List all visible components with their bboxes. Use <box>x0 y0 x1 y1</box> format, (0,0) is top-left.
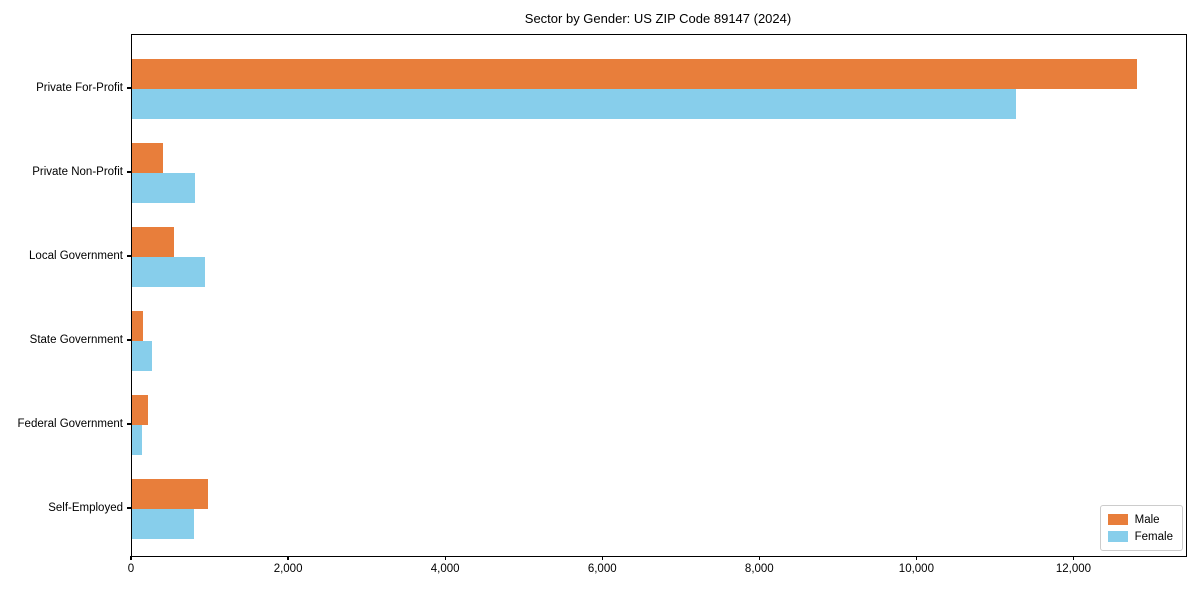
y-tick-label-5: Self-Employed <box>48 502 123 514</box>
x-tick-label-1: 2,000 <box>273 563 303 575</box>
x-tick-label-3: 6,000 <box>587 563 617 575</box>
legend-label-male: Male <box>1134 513 1160 526</box>
x-tick-4 <box>758 556 760 561</box>
y-tick-label-2: Local Government <box>29 250 123 262</box>
x-tick-0 <box>130 556 132 561</box>
legend: Male Female <box>1099 505 1183 551</box>
x-tick-label-0: 0 <box>127 563 135 575</box>
bar-male-2 <box>132 227 174 257</box>
y-tick-label-4: Federal Government <box>17 418 123 430</box>
y-tick-3 <box>127 339 131 341</box>
y-tick-4 <box>127 423 131 425</box>
x-tick-label-4: 8,000 <box>744 563 774 575</box>
bar-female-1 <box>132 173 195 203</box>
x-tick-label-5: 10,000 <box>898 563 934 575</box>
legend-item-male: Male <box>1107 511 1173 528</box>
legend-item-female: Female <box>1107 528 1173 545</box>
bar-male-0 <box>132 59 1137 89</box>
x-tick-2 <box>444 556 446 561</box>
bar-male-5 <box>132 479 208 509</box>
x-tick-5 <box>915 556 918 561</box>
y-tick-label-3: State Government <box>29 334 123 346</box>
bar-female-2 <box>132 257 205 287</box>
x-tick-1 <box>287 556 289 561</box>
female-swatch-icon <box>1107 531 1128 542</box>
x-tick-label-2: 4,000 <box>430 563 460 575</box>
x-tick-6 <box>1072 556 1075 561</box>
legend-label-female: Female <box>1134 530 1173 543</box>
x-tick-3 <box>601 556 603 561</box>
x-tick-label-6: 12,000 <box>1055 563 1092 575</box>
bar-female-3 <box>132 341 152 371</box>
chart-title: Sector by Gender: US ZIP Code 89147 (202… <box>524 11 792 26</box>
y-tick-5 <box>127 507 131 509</box>
bar-male-4 <box>132 395 148 425</box>
y-tick-0 <box>127 87 131 89</box>
bar-male-3 <box>132 311 143 341</box>
bar-female-5 <box>132 509 194 539</box>
y-tick-label-0: Private For-Profit <box>36 82 123 94</box>
plot-area <box>131 34 1187 557</box>
y-tick-label-1: Private Non-Profit <box>32 166 123 178</box>
male-swatch-icon <box>1107 514 1128 525</box>
y-tick-2 <box>127 255 131 257</box>
bar-female-4 <box>132 425 142 455</box>
bar-female-0 <box>132 89 1016 119</box>
bar-male-1 <box>132 143 163 173</box>
y-tick-1 <box>127 171 131 173</box>
